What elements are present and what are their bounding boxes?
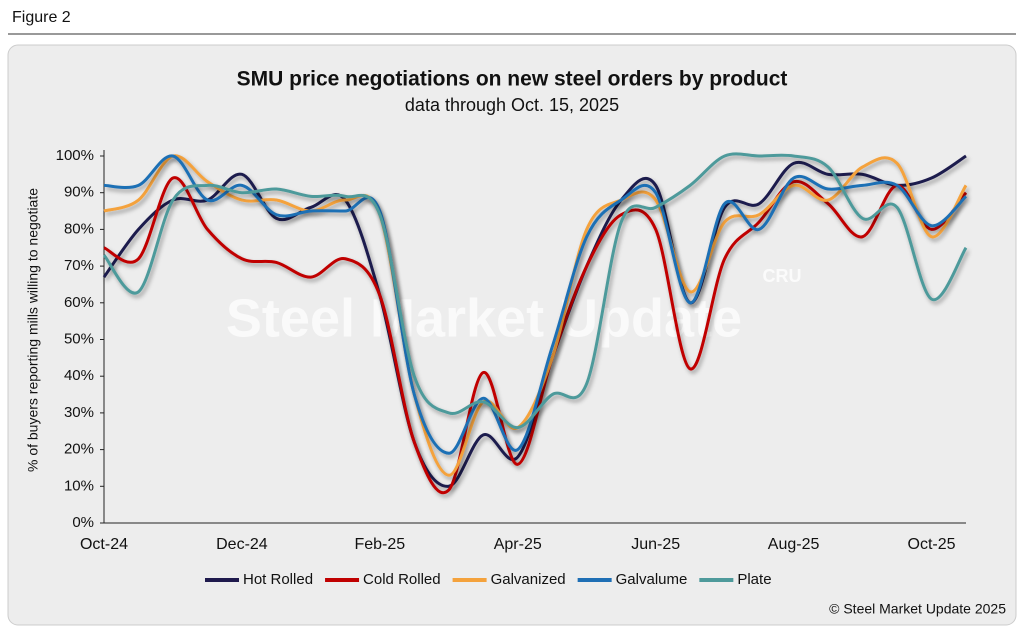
- legend-label: Cold Rolled: [363, 571, 441, 588]
- y-tick-label: 60%: [64, 294, 94, 311]
- x-tick-label: Oct-24: [80, 536, 128, 553]
- legend-label: Plate: [737, 571, 771, 588]
- source: © Steel Market Update 2025: [829, 601, 1006, 617]
- x-tick-label: Feb-25: [354, 536, 405, 553]
- figure-label: Figure 2: [12, 9, 71, 26]
- logo: CRU: [763, 266, 802, 286]
- watermark: Steel Market Update: [226, 288, 742, 348]
- x-tick-label: Aug-25: [768, 536, 820, 553]
- legend-label: Galvanized: [491, 571, 566, 588]
- legend-label: Galvalume: [616, 571, 688, 588]
- y-axis-label: % of buyers reporting mills willing to n…: [25, 188, 41, 472]
- x-tick-label: Apr-25: [494, 536, 542, 553]
- y-tick-label: 90%: [64, 184, 94, 201]
- series-line: [103, 154, 968, 455]
- y-tick-label: 80%: [64, 220, 94, 237]
- y-tick-label: 10%: [64, 477, 94, 494]
- y-tick-label: 70%: [64, 257, 94, 274]
- chart-subtitle: data through Oct. 15, 2025: [405, 95, 619, 115]
- series-line: [102, 152, 968, 430]
- y-tick-label: 30%: [64, 404, 94, 421]
- y-tick-label: 100%: [56, 147, 94, 164]
- x-tick-label: Dec-24: [216, 536, 268, 553]
- legend-label: Hot Rolled: [243, 571, 313, 588]
- x-tick-label: Oct-25: [908, 536, 956, 553]
- series-line: [103, 154, 968, 477]
- chart-title: SMU price negotiations on new steel orde…: [237, 68, 788, 91]
- y-tick-label: 20%: [64, 441, 94, 458]
- y-tick-label: 0%: [72, 514, 94, 531]
- x-tick-label: Jun-25: [631, 536, 680, 553]
- y-tick-label: 40%: [64, 367, 94, 384]
- series-line: [103, 176, 968, 494]
- y-tick-label: 50%: [64, 330, 94, 347]
